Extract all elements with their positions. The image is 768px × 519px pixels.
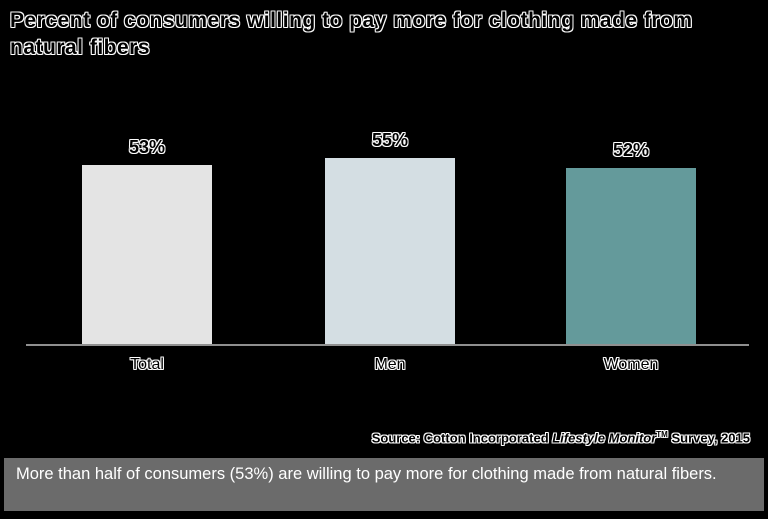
caption-banner: More than half of consumers (53%) are wi…	[4, 458, 764, 511]
source-note: Source: Cotton Incorporated Lifestyle Mo…	[372, 430, 750, 445]
trademark-symbol: TM	[656, 430, 668, 439]
category-label-men: Men	[374, 356, 406, 373]
bar-group-women: 52%	[566, 140, 696, 345]
bar-group-men: 55%	[325, 130, 455, 345]
bar-value-label-total: 53%	[128, 137, 166, 157]
chart-title: Percent of consumers willing to pay more…	[10, 9, 693, 59]
bar-value-label-men: 55%	[371, 130, 409, 150]
bar-value-label-women: 52%	[612, 140, 650, 160]
source-publication: Lifestyle Monitor	[552, 430, 657, 446]
category-label-women: Women	[603, 356, 659, 373]
x-axis-line	[26, 344, 749, 346]
caption-text: More than half of consumers (53%) are wi…	[16, 465, 717, 483]
category-label-total: Total	[130, 356, 164, 373]
bar-men	[325, 158, 455, 345]
source-prefix: Source: Cotton Incorporated	[371, 430, 553, 446]
source-suffix: Survey, 2015	[667, 430, 750, 446]
bar-women	[566, 168, 696, 345]
bar-total	[82, 165, 212, 345]
bar-group-total: 53%	[82, 137, 212, 345]
